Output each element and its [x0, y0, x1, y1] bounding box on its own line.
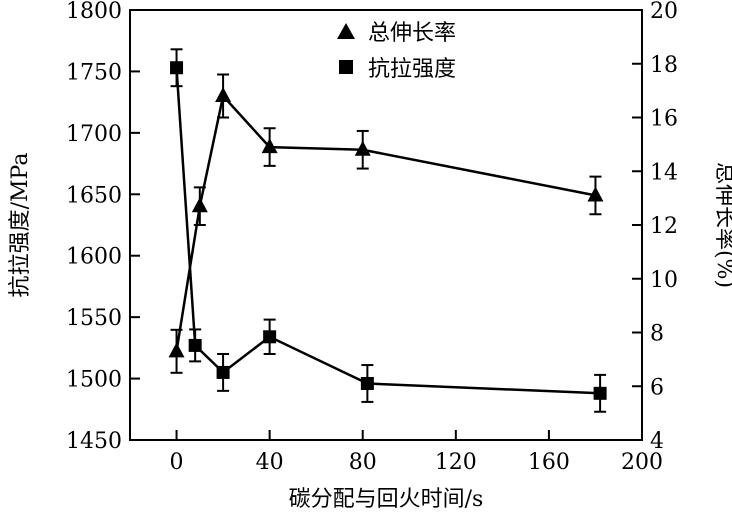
x-tick-label: 0: [170, 450, 184, 475]
y-right-tick-label: 18: [650, 53, 678, 78]
y-left-tick-label: 1750: [66, 60, 122, 85]
y-right-tick-label: 8: [650, 322, 664, 347]
data-point-square: [263, 330, 277, 344]
data-point-square: [170, 61, 184, 75]
data-point-triangle: [587, 186, 604, 202]
series-line-1: [175, 67, 601, 395]
left-axis-ticks: 1450 1500 1550 1600 1650 1700 1750 1800: [66, 0, 140, 454]
y-right-tick-label: 6: [650, 375, 664, 400]
series-layer: [168, 48, 607, 413]
data-point-square: [360, 376, 374, 390]
data-point-triangle: [191, 197, 208, 213]
y-left-tick-label: 1600: [66, 245, 122, 270]
x-tick-label: 120: [435, 450, 477, 475]
y-right-tick-label: 16: [650, 107, 678, 132]
y-right-tick-label: 4: [650, 429, 664, 454]
y-right-tick-label: 20: [650, 0, 678, 24]
data-point-square: [216, 365, 230, 379]
y-right-tick-label: 12: [650, 214, 678, 239]
series-line-0: [175, 93, 596, 352]
data-point-triangle: [168, 342, 185, 358]
x-tick-label: 200: [621, 450, 663, 475]
x-tick-label: 80: [349, 450, 377, 475]
legend-triangle-marker: [337, 23, 355, 39]
y-right-axis-title: 总伸长率(%): [712, 162, 732, 288]
data-point-triangle: [261, 138, 278, 154]
y-left-tick-label: 1700: [66, 122, 122, 147]
legend-label-elongation: 总伸长率: [368, 21, 456, 46]
x-axis-title: 碳分配与回火时间/s: [289, 487, 484, 512]
y-left-tick-label: 1550: [66, 306, 122, 331]
data-point-triangle: [354, 140, 371, 156]
bottom-axis-ticks: 0 40 80 120 160 200: [170, 430, 663, 475]
legend: 总伸长率 抗拉强度: [337, 21, 456, 82]
legend-label-tensile-strength: 抗拉强度: [368, 57, 456, 82]
data-point-square: [593, 386, 607, 400]
y-right-tick-label: 10: [650, 268, 678, 293]
data-point-square: [188, 338, 202, 352]
y-right-tick-label: 14: [650, 160, 678, 185]
y-left-tick-label: 1500: [66, 368, 122, 393]
x-tick-label: 40: [256, 450, 284, 475]
legend-square-marker: [339, 60, 353, 74]
y-left-tick-label: 1650: [66, 183, 122, 208]
y-left-axis-title: 抗拉强度/MPa: [8, 153, 33, 298]
y-left-tick-label: 1450: [66, 429, 122, 454]
right-axis-ticks: 4 6 8 10 12 14 16 18 20: [632, 0, 678, 454]
data-point-triangle: [215, 87, 232, 102]
x-tick-label: 160: [528, 450, 570, 475]
y-left-tick-label: 1800: [66, 0, 122, 24]
